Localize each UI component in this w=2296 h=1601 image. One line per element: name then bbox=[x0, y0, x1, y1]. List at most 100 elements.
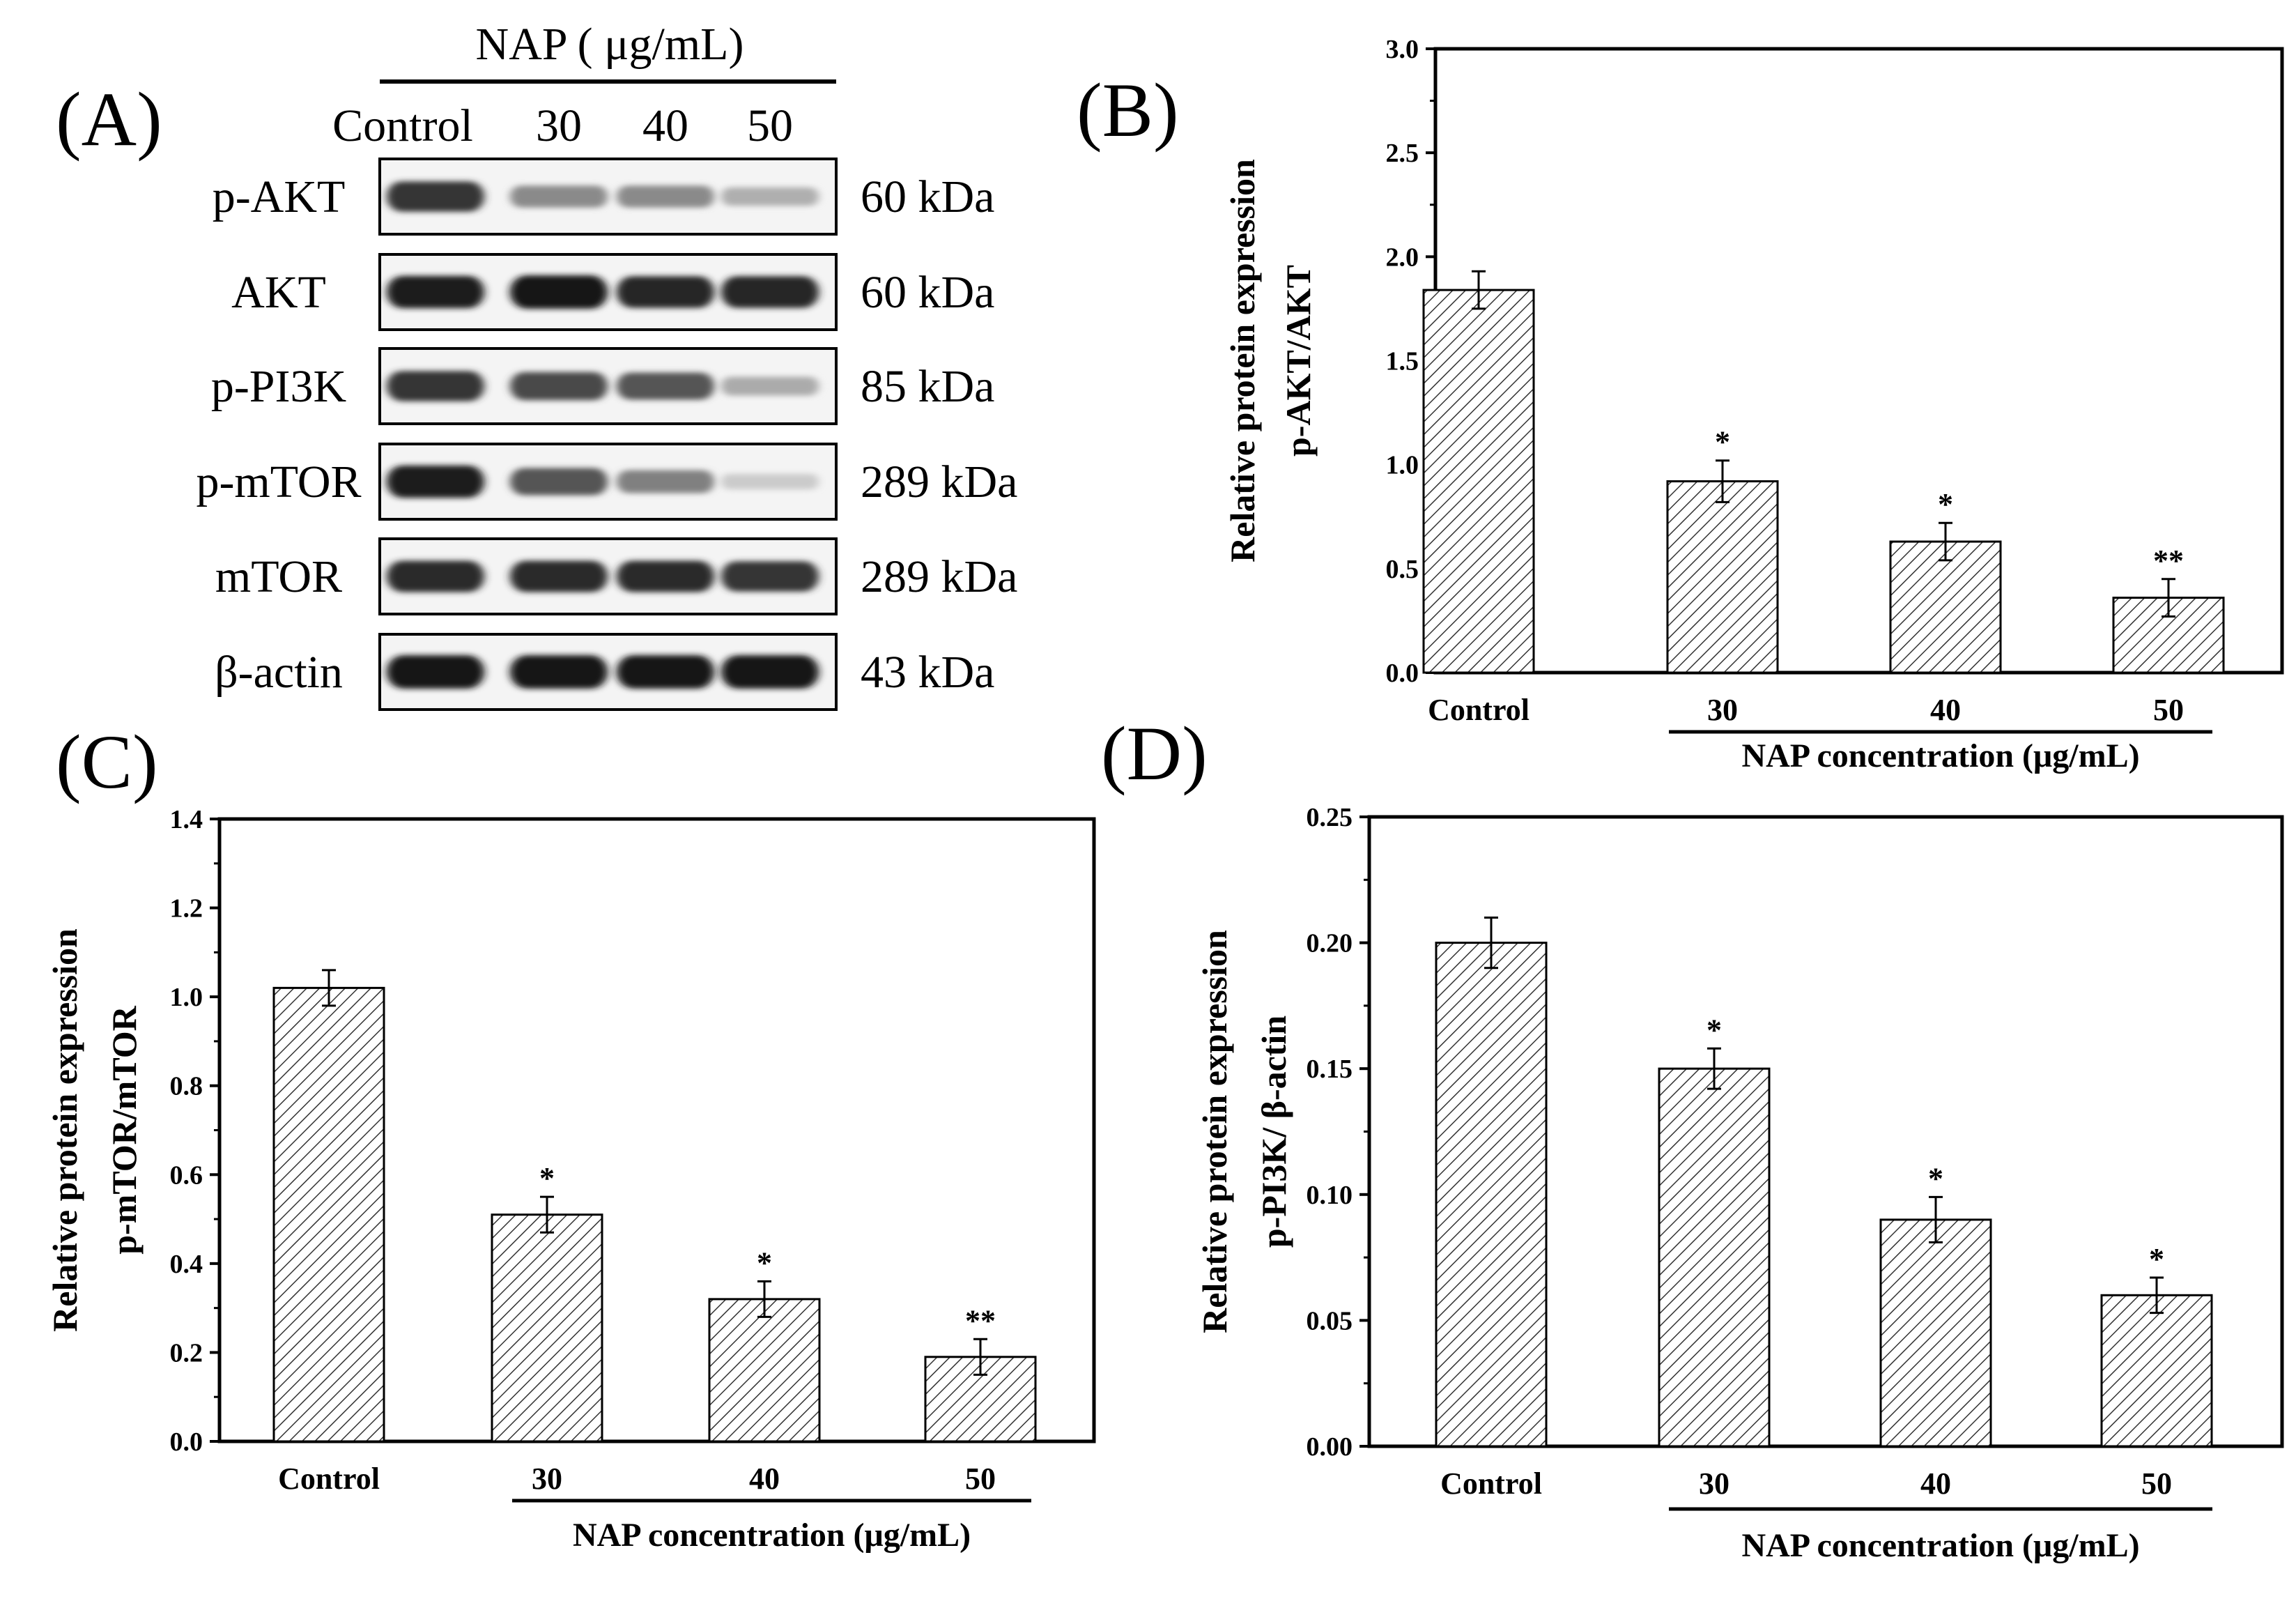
y-tick-label: 2.5 bbox=[1386, 139, 1419, 168]
blot-band bbox=[721, 376, 819, 396]
x-tick-label: 40 bbox=[749, 1462, 780, 1496]
y-axis-ratio-label: p-AKT/AKT bbox=[1279, 265, 1318, 457]
blot-band bbox=[387, 275, 484, 309]
x-tick-label: 40 bbox=[1930, 693, 1961, 727]
blot-protein-label: p-AKT bbox=[213, 171, 346, 222]
blot-band bbox=[617, 470, 714, 493]
x-tick-label: 40 bbox=[1920, 1466, 1951, 1501]
blot-band bbox=[617, 655, 714, 689]
western-blot: NAP ( μg/mL) Control 30 40 50 p-AKT 60 kDaAK… bbox=[196, 19, 1017, 711]
blot-size-label: 289 kDa bbox=[861, 551, 1017, 602]
blot-lane-label: 50 bbox=[747, 100, 793, 151]
bar bbox=[1889, 540, 2002, 674]
chart-panel-b: 0.0 0.5 1.0 1.5 2.0 2.5 3.0 Control * 30 * 40 ** 50 NA… bbox=[1223, 35, 2284, 774]
blot-band bbox=[510, 371, 608, 401]
y-tick-label: 0.0 bbox=[170, 1427, 203, 1457]
blot-band bbox=[721, 561, 819, 592]
blot-band bbox=[510, 655, 608, 689]
y-axis-label: Relative protein expression bbox=[45, 928, 84, 1332]
blot-band bbox=[721, 655, 819, 689]
blot-band bbox=[387, 371, 484, 401]
x-axis-label: NAP concentration (μg/mL) bbox=[573, 1517, 971, 1554]
bar bbox=[272, 986, 385, 1443]
bar bbox=[2100, 1294, 2213, 1448]
blot-treatment-header: NAP ( μg/mL) bbox=[476, 19, 744, 70]
blot-row: AKT 60 kDa bbox=[231, 253, 994, 331]
blot-band bbox=[510, 275, 608, 309]
blot-size-label: 289 kDa bbox=[861, 457, 1017, 507]
panel-label-a: (A) bbox=[56, 77, 162, 162]
bar bbox=[1422, 289, 1535, 674]
bar bbox=[1658, 1067, 1771, 1448]
x-axis-label: NAP concentration (μg/mL) bbox=[1741, 1527, 2139, 1564]
y-tick-label: 0.2 bbox=[170, 1338, 203, 1368]
blot-protein-label: mTOR bbox=[215, 551, 342, 602]
x-tick-label: Control bbox=[278, 1462, 380, 1496]
panel-label-b: (B) bbox=[1077, 68, 1179, 153]
significance-marker: ** bbox=[965, 1303, 996, 1338]
y-tick-label: 0.6 bbox=[170, 1160, 203, 1190]
y-tick-label: 1.0 bbox=[170, 983, 203, 1012]
blot-size-label: 43 kDa bbox=[861, 647, 994, 698]
x-tick-label: Control bbox=[1428, 693, 1530, 727]
x-tick-label: 50 bbox=[965, 1462, 996, 1496]
blot-band bbox=[617, 276, 714, 308]
significance-marker: * bbox=[539, 1161, 555, 1195]
x-tick-label: 30 bbox=[1707, 693, 1738, 727]
y-tick-label: 0.00 bbox=[1307, 1432, 1353, 1462]
blot-size-label: 85 kDa bbox=[861, 361, 994, 412]
significance-marker: * bbox=[1938, 487, 1953, 521]
significance-marker: * bbox=[1928, 1161, 1943, 1195]
blot-row: p-mTOR 289 kDa bbox=[196, 443, 1017, 521]
blot-protein-label: p-PI3K bbox=[211, 361, 346, 412]
y-tick-label: 1.5 bbox=[1386, 347, 1419, 376]
blot-row: p-PI3K 85 kDa bbox=[211, 347, 994, 425]
blot-size-label: 60 kDa bbox=[861, 171, 994, 222]
y-axis-ratio-label: p-PI3K/ β-actin bbox=[1254, 1016, 1293, 1248]
blot-band bbox=[387, 655, 484, 689]
x-tick-label: 30 bbox=[1699, 1466, 1729, 1501]
significance-marker: * bbox=[1715, 425, 1730, 459]
panel-label-c: (C) bbox=[56, 719, 158, 804]
significance-marker: * bbox=[2149, 1242, 2164, 1276]
x-tick-label: 50 bbox=[2141, 1466, 2172, 1501]
y-tick-label: 1.4 bbox=[170, 805, 203, 834]
blot-band bbox=[617, 185, 714, 208]
x-tick-label: 30 bbox=[532, 1462, 562, 1496]
bar bbox=[1435, 942, 1548, 1448]
y-tick-label: 0.05 bbox=[1307, 1306, 1353, 1335]
chart-panel-d: 0.00 0.05 0.10 0.15 0.20 0.25 Control * 30 * 40 * 50… bbox=[1195, 803, 2284, 1564]
y-tick-label: 3.0 bbox=[1386, 35, 1419, 64]
blot-lane-label: Control bbox=[332, 100, 473, 151]
y-tick-label: 0.10 bbox=[1307, 1181, 1353, 1210]
y-tick-label: 0.25 bbox=[1307, 803, 1353, 832]
y-axis-label: Relative protein expression bbox=[1195, 930, 1234, 1333]
blot-lane-label: 30 bbox=[536, 100, 582, 151]
blot-row: p-AKT 60 kDa bbox=[213, 158, 994, 236]
x-axis-label: NAP concentration (μg/mL) bbox=[1741, 737, 2139, 774]
blot-band bbox=[721, 187, 819, 206]
chart-panel-c: 0.0 0.2 0.4 0.6 0.8 1.0 1.2 1.4 Control * 30 * 40 ** 5… bbox=[45, 805, 1096, 1554]
blot-band bbox=[387, 465, 484, 498]
blot-band bbox=[617, 372, 714, 400]
y-tick-label: 0.15 bbox=[1307, 1055, 1353, 1084]
panel-label-d: (D) bbox=[1101, 711, 1208, 796]
plot-frame bbox=[1433, 47, 2284, 675]
y-tick-label: 0.8 bbox=[170, 1072, 203, 1101]
blot-band bbox=[387, 560, 484, 592]
y-axis-ratio-label: p-mTOR/mTOR bbox=[105, 1005, 144, 1254]
y-tick-label: 0.0 bbox=[1386, 659, 1419, 688]
y-tick-label: 1.2 bbox=[170, 894, 203, 924]
blot-band bbox=[721, 276, 819, 308]
blot-band bbox=[617, 560, 714, 592]
blot-row: β-actin 43 kDa bbox=[215, 633, 994, 711]
y-tick-label: 2.0 bbox=[1386, 243, 1419, 272]
blot-band bbox=[387, 181, 484, 212]
y-axis-label: Relative protein expression bbox=[1223, 159, 1262, 562]
significance-marker: * bbox=[1706, 1013, 1722, 1047]
significance-marker: ** bbox=[2153, 544, 2184, 578]
blot-protein-label: AKT bbox=[231, 267, 326, 318]
bar bbox=[1879, 1218, 1992, 1448]
blot-protein-label: β-actin bbox=[215, 647, 343, 698]
